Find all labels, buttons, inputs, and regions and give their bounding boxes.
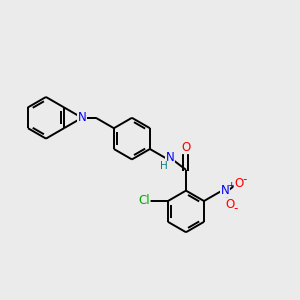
Text: -: -: [242, 173, 247, 186]
Text: O: O: [225, 198, 235, 211]
Text: Cl: Cl: [138, 194, 150, 206]
Text: N: N: [220, 184, 230, 197]
Text: O: O: [181, 140, 190, 154]
Text: +: +: [227, 181, 235, 190]
Text: H: H: [160, 161, 168, 171]
Text: N: N: [78, 111, 86, 124]
Text: -: -: [234, 202, 238, 215]
Text: S: S: [78, 111, 86, 124]
Text: N: N: [166, 151, 174, 164]
Text: O: O: [234, 177, 244, 190]
